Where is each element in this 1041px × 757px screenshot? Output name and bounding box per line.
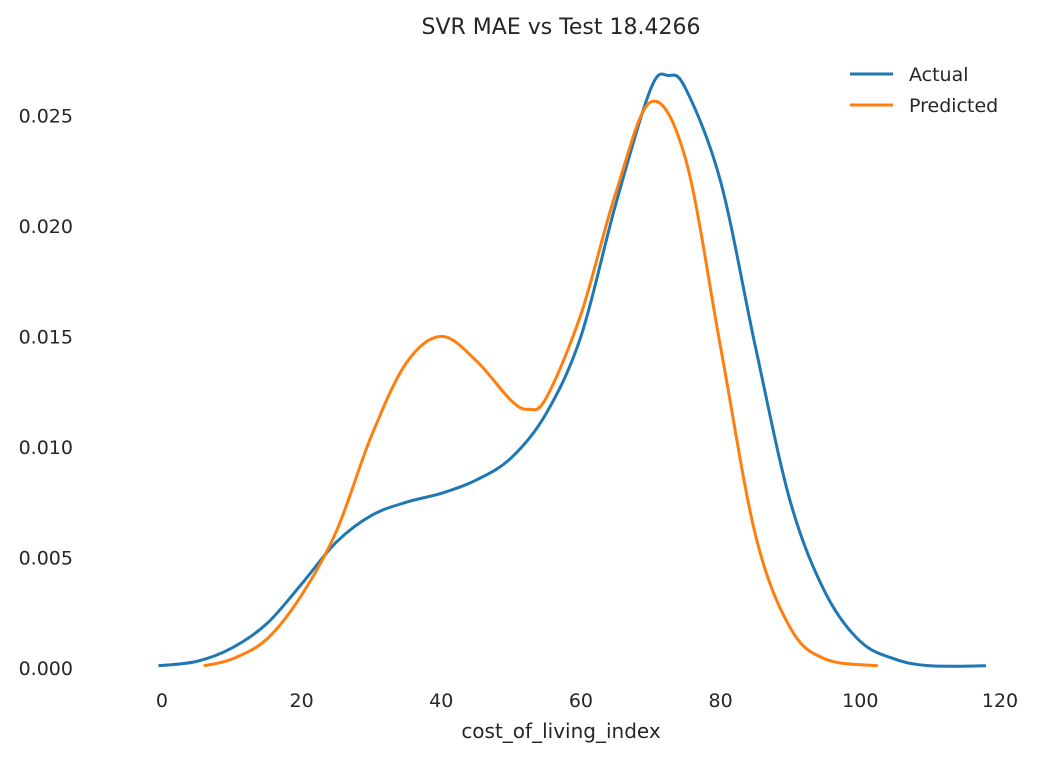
y-tick-label: 0.025 [19,105,73,127]
y-axis-ticks: 0.000 0.005 0.010 0.015 0.020 0.025 [19,105,73,680]
series-line-actual [158,72,987,668]
legend-label-predicted: Predicted [909,95,998,117]
x-tick-label: 120 [982,690,1018,712]
x-tick-label: 0 [156,690,168,712]
series-line-predicted [203,99,878,668]
x-tick-label: 80 [709,690,733,712]
series-lines [158,72,987,668]
legend-label-actual: Actual [909,64,969,86]
x-tick-label: 20 [289,690,313,712]
y-tick-label: 0.020 [19,216,73,238]
x-axis-label: cost_of_living_index [461,719,661,743]
x-tick-label: 40 [429,690,453,712]
y-tick-label: 0.000 [19,658,73,680]
y-tick-label: 0.015 [19,326,73,348]
chart-title: SVR MAE vs Test 18.4266 [422,15,701,40]
y-tick-label: 0.005 [19,547,73,569]
legend: Actual Predicted [850,64,998,117]
x-tick-label: 60 [569,690,593,712]
x-axis-ticks: 0 20 40 60 80 100 120 [156,690,1018,712]
y-tick-label: 0.010 [19,437,73,459]
x-tick-label: 100 [842,690,878,712]
